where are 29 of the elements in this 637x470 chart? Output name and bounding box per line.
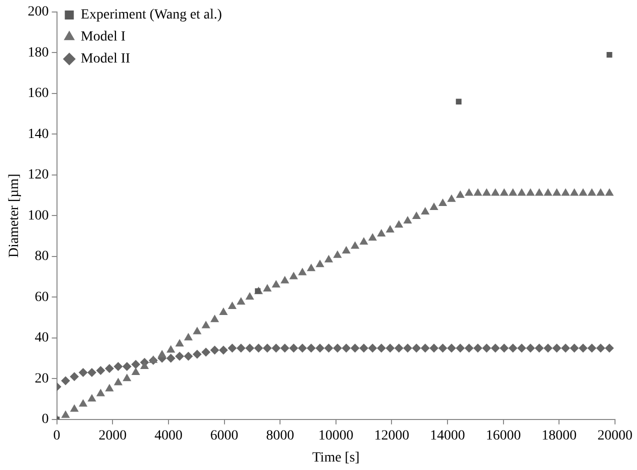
x-tick-label: 2000 xyxy=(98,428,127,444)
y-axis-title: Diameter [µm] xyxy=(7,174,22,258)
y-tick-label: 40 xyxy=(34,330,49,346)
y-tick-label: 200 xyxy=(28,4,49,20)
y-tick-label: 100 xyxy=(28,208,49,224)
x-tick-label: 6000 xyxy=(210,428,238,444)
y-tick-label: 120 xyxy=(28,168,49,183)
point xyxy=(606,52,612,58)
x-tick-label: 18000 xyxy=(542,428,577,444)
y-tick-label: 0 xyxy=(42,412,49,428)
y-tick-label: 160 xyxy=(28,86,49,102)
y-tick-label: 140 xyxy=(28,126,49,142)
legend-label: Experiment (Wang et al.) xyxy=(80,8,222,23)
x-tick-label: 10000 xyxy=(318,428,354,444)
legend-label: Model II xyxy=(80,52,131,67)
x-axis-title: Time [s] xyxy=(312,450,360,466)
x-tick-label: 8000 xyxy=(266,428,294,444)
y-tick-label: 180 xyxy=(28,45,49,60)
x-tick-label: 12000 xyxy=(374,428,410,444)
y-tick-label: 80 xyxy=(34,249,49,264)
y-tick-label: 60 xyxy=(34,290,49,305)
legend-label: Model I xyxy=(80,30,126,45)
x-tick-label: 20000 xyxy=(598,428,632,444)
point xyxy=(456,98,462,104)
x-tick-label: 16000 xyxy=(486,428,521,444)
x-tick-label: 14000 xyxy=(430,428,466,444)
x-tick-label: 4000 xyxy=(154,428,182,444)
y-tick-label: 20 xyxy=(34,371,49,386)
x-tick-label: 0 xyxy=(53,428,60,444)
